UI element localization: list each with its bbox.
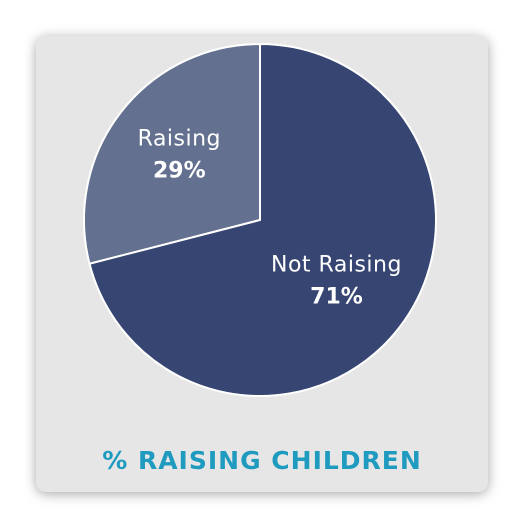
slice-value-raising: 29% <box>153 158 206 183</box>
pie-chart: Raising 29% Not Raising 71% <box>83 42 437 397</box>
pie-slice-raising <box>83 42 261 265</box>
chart-card: Raising 29% Not Raising 71% % RAISING CHILD… <box>36 36 488 492</box>
slice-value-not-raising: 71% <box>310 284 363 309</box>
slice-label-raising: Raising <box>138 126 221 151</box>
pie-slice-not-raising <box>88 42 437 397</box>
chart-title: % RAISING CHILDREN <box>102 446 422 475</box>
slice-label-not-raising: Not Raising <box>271 252 402 277</box>
